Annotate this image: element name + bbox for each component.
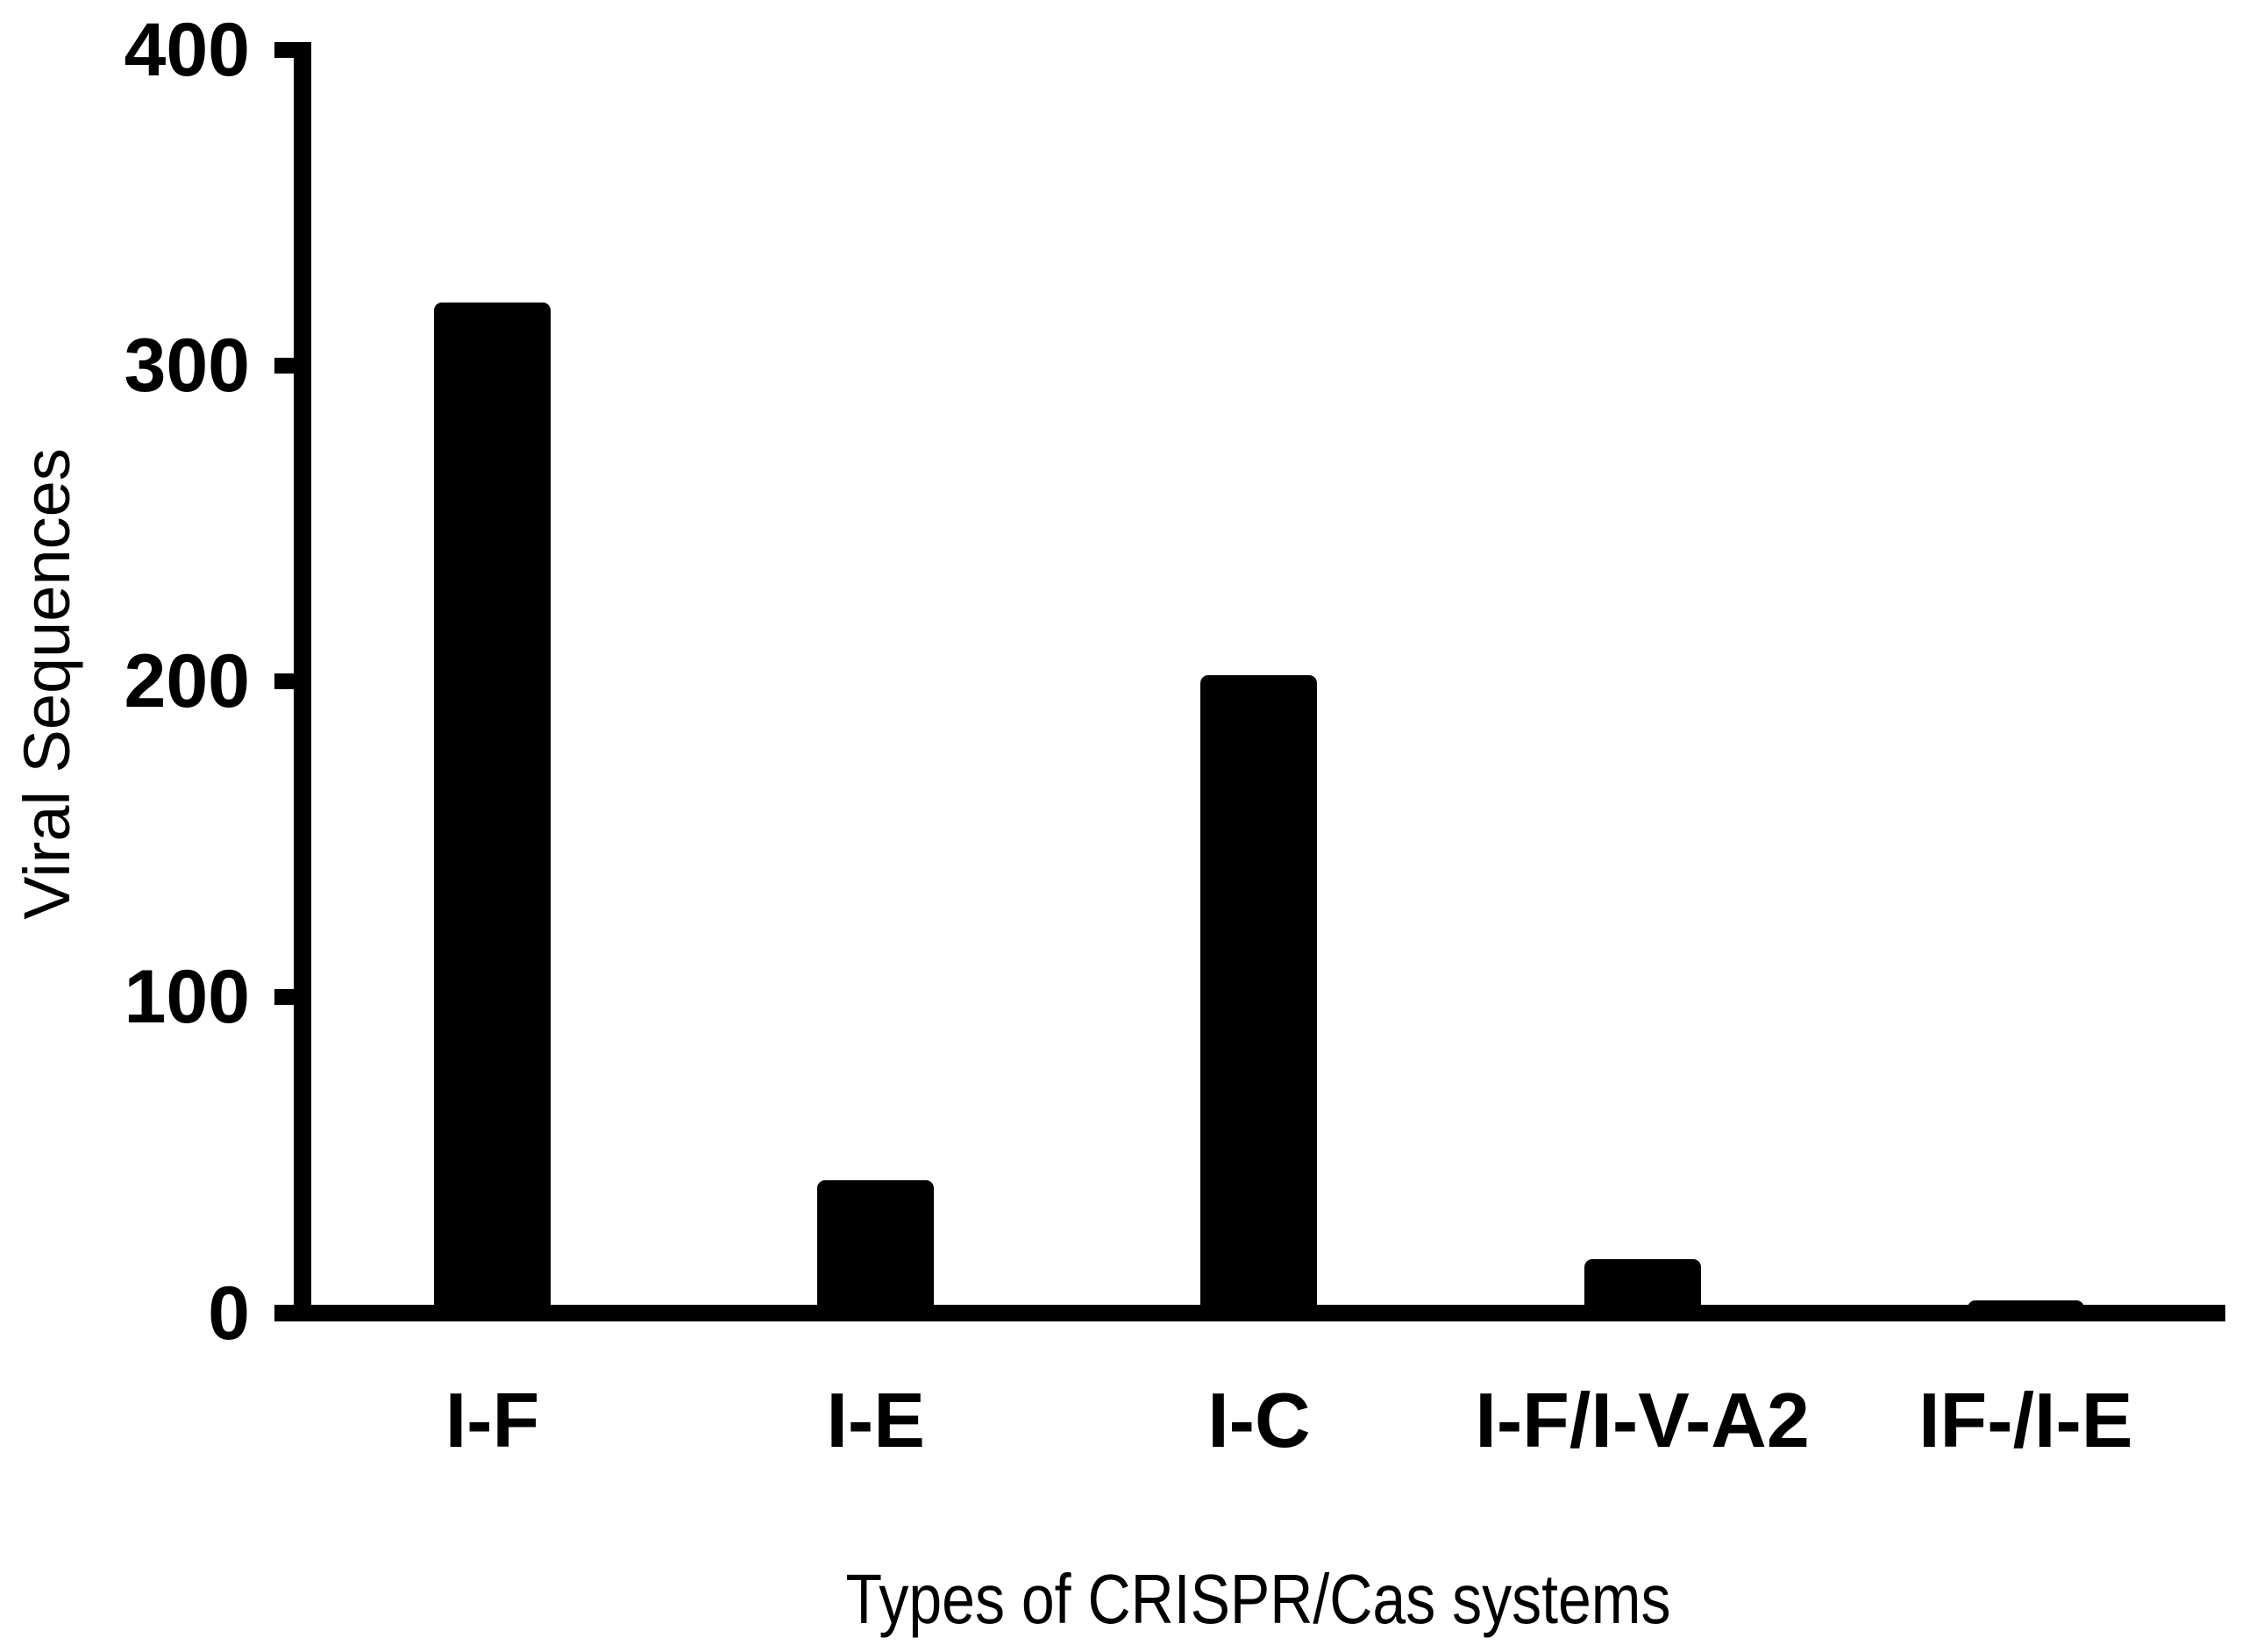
y-tick bbox=[274, 42, 294, 58]
category-label: I-C bbox=[1207, 1377, 1311, 1463]
y-tick-label: 300 bbox=[124, 324, 251, 409]
y-tick bbox=[274, 1305, 294, 1321]
y-axis-title: Viral Sequences bbox=[11, 448, 83, 920]
category-label: I-F bbox=[445, 1377, 540, 1463]
y-tick-label: 0 bbox=[208, 1271, 250, 1356]
category-label: I-E bbox=[826, 1377, 925, 1463]
bar bbox=[1200, 675, 1318, 1321]
y-tick-label: 400 bbox=[124, 8, 251, 92]
bar bbox=[434, 303, 551, 1321]
y-tick bbox=[274, 989, 294, 1006]
bar bbox=[1584, 1259, 1701, 1321]
y-tick-label: 100 bbox=[124, 955, 251, 1040]
y-axis-line bbox=[294, 42, 311, 1321]
category-label: I-F/I-V-A2 bbox=[1475, 1377, 1810, 1463]
x-axis-title: Types of CRISPR/Cas systems bbox=[845, 1560, 1671, 1638]
y-tick bbox=[274, 673, 294, 690]
bar bbox=[1967, 1300, 2084, 1321]
category-label: IF-/I-E bbox=[1918, 1377, 2133, 1463]
y-tick-label: 200 bbox=[124, 639, 251, 724]
y-tick bbox=[274, 358, 294, 374]
bar bbox=[817, 1180, 935, 1321]
